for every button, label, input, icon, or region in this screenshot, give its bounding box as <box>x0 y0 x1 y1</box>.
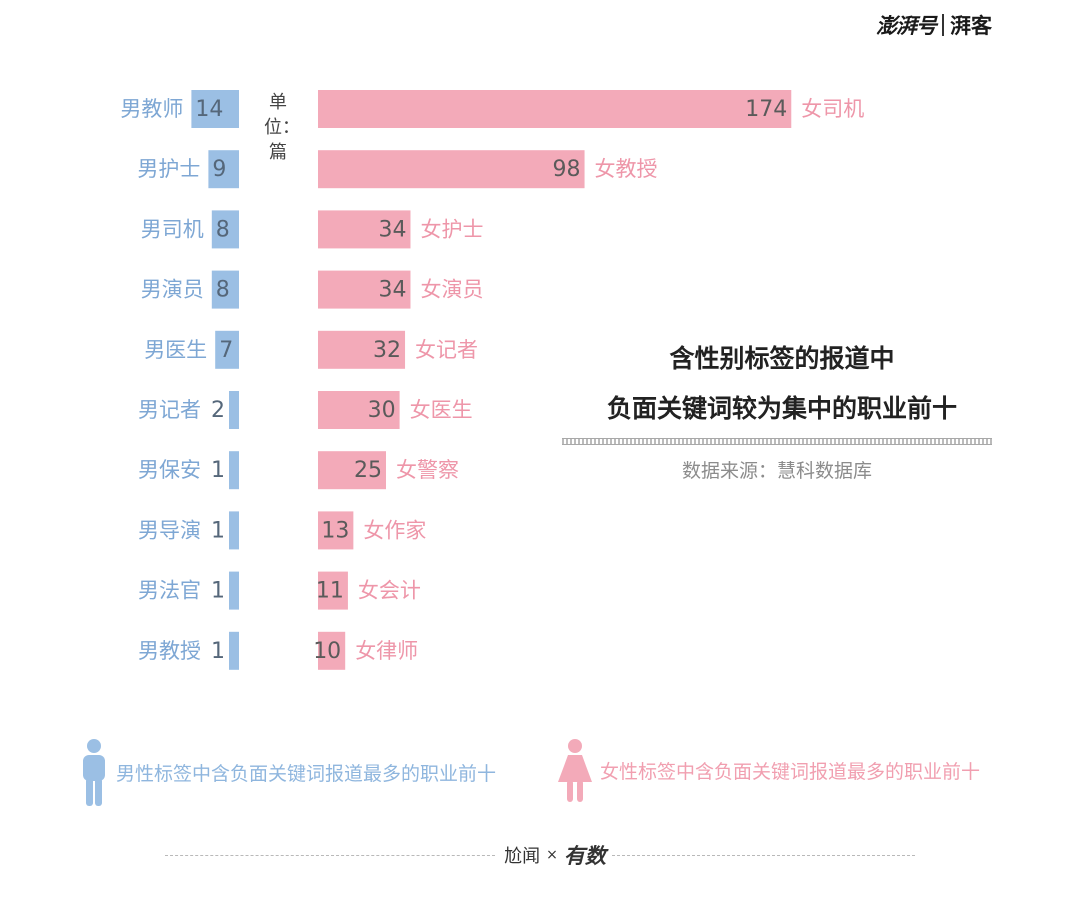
female-person-icon <box>558 739 592 802</box>
male-value-label: 1 <box>211 458 225 483</box>
male-value-label: 1 <box>211 518 225 543</box>
male-value-label: 7 <box>219 338 233 363</box>
chart-title: 含性别标签的报道中 负面关键词较为集中的职业前十 <box>552 334 1012 434</box>
female-bar <box>318 330 406 369</box>
chart-title-line1: 含性别标签的报道中 <box>669 344 895 373</box>
female-bar <box>318 210 411 249</box>
female-value-label: 34 <box>378 217 406 242</box>
male-category-label: 男法官 <box>138 579 201 603</box>
chart-source: 数据来源：慧科数据库 <box>681 460 872 482</box>
male-person-icon <box>83 739 105 806</box>
footer-left: 尬闻 <box>504 846 541 867</box>
female-bar <box>318 391 400 429</box>
female-value-label: 25 <box>354 458 382 483</box>
female-category-label: 女司机 <box>801 97 864 121</box>
male-bar <box>229 451 239 490</box>
male-category-label: 男保安 <box>138 458 201 482</box>
male-category-label: 男护士 <box>137 157 200 181</box>
male-value-label: 1 <box>211 579 225 604</box>
unit-label: 单位：篇 <box>264 92 300 163</box>
female-category-label: 女教授 <box>595 157 658 181</box>
male-value-label: 14 <box>195 97 223 122</box>
female-category-label: 女作家 <box>363 518 426 542</box>
footer-right: 有数 <box>563 844 606 868</box>
brand-divider <box>942 14 944 36</box>
male-category-label: 男演员 <box>141 278 204 302</box>
legend-female: 女性标签中含负面关键词报道最多的职业前十 <box>558 738 980 802</box>
male-category-label: 男记者 <box>138 398 201 422</box>
male-bar <box>229 511 239 550</box>
male-bar <box>229 631 239 670</box>
female-category-label: 女警察 <box>396 458 459 482</box>
female-category-label: 女会计 <box>358 579 421 603</box>
legend-male-label: 男性标签中含负面关键词报道最多的职业前十 <box>116 762 497 785</box>
female-bar <box>318 511 354 550</box>
female-category-label: 女演员 <box>420 278 483 302</box>
female-value-label: 32 <box>373 338 401 363</box>
female-bar <box>318 150 585 189</box>
male-value-label: 2 <box>211 398 225 423</box>
male-category-label: 男教师 <box>120 97 183 121</box>
female-value-label: 11 <box>316 579 344 604</box>
female-value-label: 34 <box>378 278 406 303</box>
male-category-label: 男教授 <box>138 639 201 663</box>
male-category-label: 男司机 <box>141 217 204 241</box>
brand-name: 澎湃号 <box>876 14 937 38</box>
male-bar <box>229 391 239 429</box>
female-category-label: 女护士 <box>420 217 483 241</box>
female-bar <box>318 631 346 670</box>
male-bar <box>191 90 239 128</box>
female-value-label: 98 <box>553 157 581 182</box>
footer-credit: 尬闻 × 有数 <box>500 840 610 870</box>
footer-divider-right <box>612 855 915 856</box>
footer-divider-left <box>165 855 495 856</box>
brand-logo: 澎湃号 湃客 <box>876 8 1056 42</box>
male-value-label: 8 <box>216 278 230 303</box>
chart-title-line2: 负面关键词较为集中的职业前十 <box>606 394 957 423</box>
footer-times: × <box>546 847 558 863</box>
title-divider <box>562 438 992 445</box>
female-bar <box>318 90 792 128</box>
female-category-label: 女记者 <box>415 338 478 362</box>
male-bar <box>211 210 239 249</box>
brand-column: 湃客 <box>950 13 992 38</box>
female-value-label: 13 <box>321 518 349 543</box>
male-value-label: 9 <box>212 157 226 182</box>
legend-male: 男性标签中含负面关键词报道最多的职业前十 <box>80 738 496 806</box>
male-bar <box>215 330 239 369</box>
female-category-label: 女律师 <box>355 639 418 663</box>
male-bar <box>211 270 239 309</box>
male-category-label: 男医生 <box>144 338 207 362</box>
legend-female-label: 女性标签中含负面关键词报道最多的职业前十 <box>600 760 981 783</box>
female-bar <box>318 270 411 309</box>
female-value-label: 30 <box>368 398 396 423</box>
female-value-label: 174 <box>745 97 787 122</box>
female-category-label: 女医生 <box>410 398 473 422</box>
female-bar <box>318 571 348 610</box>
male-bar <box>229 571 239 610</box>
male-value-label: 1 <box>211 639 225 664</box>
male-bar <box>208 150 239 189</box>
female-bar <box>318 451 386 490</box>
female-value-label: 10 <box>313 639 341 664</box>
male-value-label: 8 <box>216 217 230 242</box>
male-category-label: 男导演 <box>138 518 201 542</box>
